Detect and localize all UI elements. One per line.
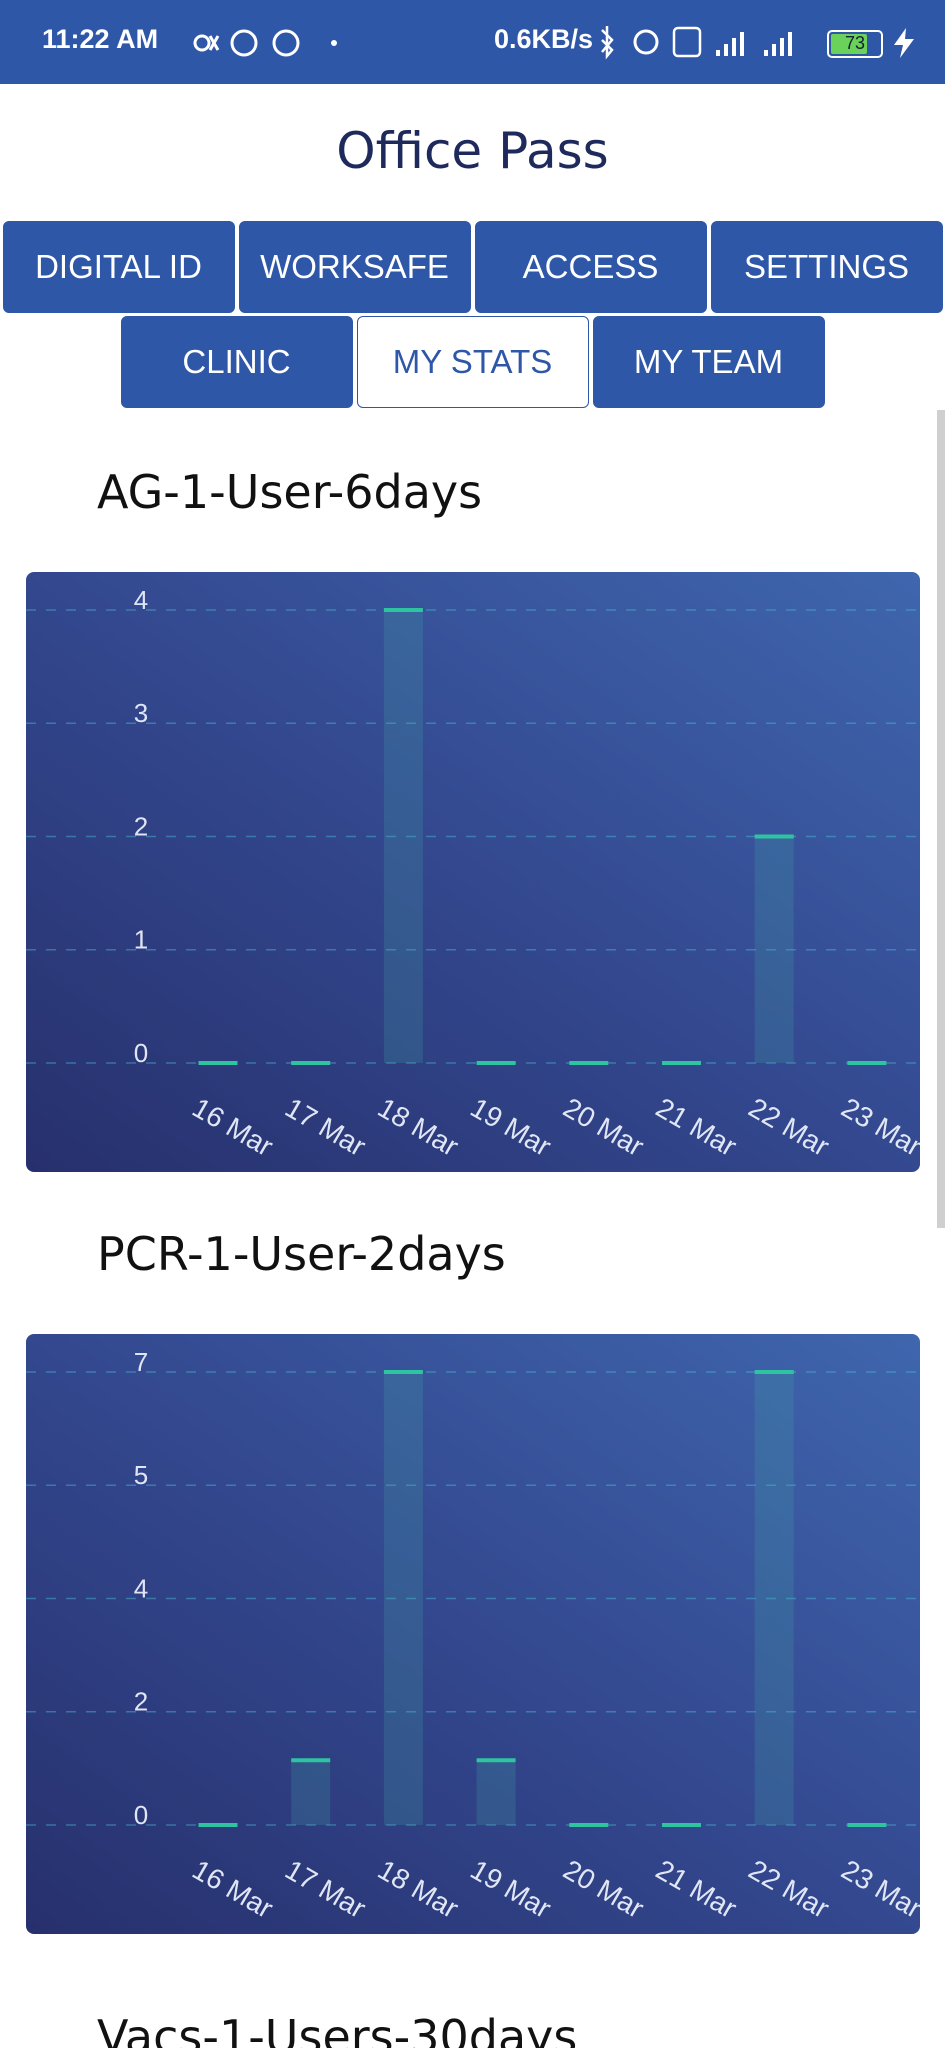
- y-tick-label: 2: [134, 1687, 148, 1717]
- tab-button[interactable]: MY TEAM: [592, 316, 825, 408]
- chart-card: 0 1 2 3 4 16 Mar 17 Mar 18 Mar 19 Mar 20 Mar 21 Ma…: [26, 572, 920, 1172]
- chart: 0 2 4 5 7 16 Mar 17 Mar 18 Mar 19 Mar 20 Mar 21 Ma…: [26, 1347, 920, 1924]
- bar: [754, 1372, 794, 1825]
- bar: [754, 836, 794, 1063]
- battery-level: 73: [844, 33, 866, 53]
- tab-button[interactable]: SETTINGS: [710, 221, 943, 313]
- clock: 11:22 AM: [42, 24, 159, 54]
- chart-card: 0 2 4 5 7 16 Mar 17 Mar 18 Mar 19 Mar 20 Mar 21 Ma…: [26, 1334, 920, 1934]
- x-tick-label: 20 Mar: [558, 1854, 649, 1924]
- scrollbar: [937, 410, 945, 1228]
- x-tick-label: 16 Mar: [187, 1854, 278, 1924]
- x-tick-label: 19 Mar: [465, 1854, 556, 1924]
- bar: [476, 1760, 516, 1825]
- x-tick-label: 23 Mar: [836, 1092, 920, 1162]
- x-tick-label: 18 Mar: [373, 1854, 464, 1924]
- x-tick-label: 17 Mar: [280, 1854, 371, 1924]
- y-tick-label: 0: [134, 1800, 148, 1830]
- app-title: Office Pass: [336, 122, 609, 180]
- y-tick-label: 2: [134, 811, 148, 841]
- x-tick-label: 17 Mar: [280, 1092, 371, 1162]
- tab-button[interactable]: MY STATS: [356, 316, 589, 408]
- y-tick-label: 0: [134, 1038, 148, 1068]
- status-icons-right: [601, 26, 792, 60]
- x-tick-label: 18 Mar: [373, 1092, 464, 1162]
- status-icons: [193, 29, 337, 57]
- y-tick-label: 7: [134, 1347, 148, 1377]
- x-tick-label: 21 Mar: [651, 1092, 742, 1162]
- battery: 73: [827, 30, 883, 58]
- status-bar: 11:22 AM 0.6KB/s 73: [0, 0, 945, 84]
- x-tick-label: 22 Mar: [744, 1092, 835, 1162]
- tab-button[interactable]: CLINIC: [120, 316, 353, 408]
- tab-bar: DIGITAL ID WORKSAFE ACCESS SETTINGS CLINIC MY…: [0, 221, 945, 408]
- tab-button[interactable]: DIGITAL ID: [2, 221, 235, 313]
- x-tick-label: 16 Mar: [187, 1092, 278, 1162]
- tab-button[interactable]: WORKSAFE: [238, 221, 471, 313]
- chart-title: AG-1-User-6days: [97, 465, 483, 519]
- bar: [383, 610, 423, 1063]
- y-tick-label: 4: [134, 585, 148, 615]
- x-tick-label: 21 Mar: [651, 1854, 742, 1924]
- chart: 0 1 2 3 4 16 Mar 17 Mar 18 Mar 19 Mar 20 Mar 21 Ma…: [26, 585, 920, 1162]
- charging-icon: [894, 28, 914, 58]
- bar: [291, 1760, 331, 1825]
- y-tick-label: 1: [134, 925, 148, 955]
- x-tick-label: 22 Mar: [744, 1854, 835, 1924]
- bar: [383, 1372, 423, 1825]
- tab-button[interactable]: ACCESS: [474, 221, 707, 313]
- y-tick-label: 5: [134, 1460, 148, 1490]
- x-tick-label: 20 Mar: [558, 1092, 649, 1162]
- net-speed: 0.6KB/s: [494, 24, 594, 54]
- y-tick-label: 3: [134, 698, 148, 728]
- y-tick-label: 4: [134, 1573, 148, 1603]
- chart-title: PCR-1-User-2days: [97, 1227, 506, 1281]
- x-tick-label: 19 Mar: [465, 1092, 556, 1162]
- x-tick-label: 23 Mar: [836, 1854, 920, 1924]
- section-title: Vacs-1-Users-30days: [97, 2010, 578, 2048]
